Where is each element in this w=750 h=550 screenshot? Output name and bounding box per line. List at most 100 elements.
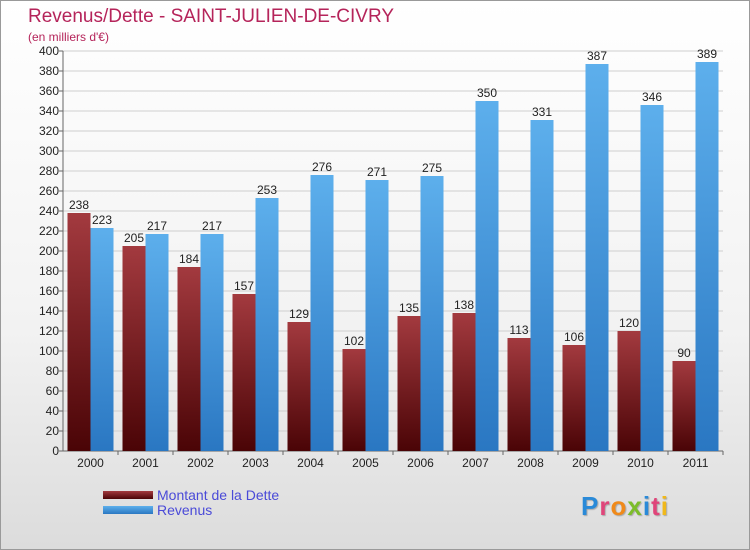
- y-tick-label: 380: [39, 64, 59, 78]
- bar-revenue: [310, 175, 334, 451]
- bar-revenue: [255, 198, 279, 451]
- y-tick-label: 80: [46, 364, 60, 378]
- data-label-revenue: 350: [477, 86, 497, 100]
- data-label-revenue: 253: [257, 183, 277, 197]
- data-label-revenue: 223: [92, 213, 112, 227]
- logo-letter: P: [581, 491, 600, 521]
- data-label-revenue: 346: [642, 90, 662, 104]
- data-label-revenue: 331: [532, 105, 552, 119]
- bar-debt: [452, 313, 476, 451]
- y-tick-label: 60: [46, 384, 60, 398]
- x-tick-label: 2004: [297, 456, 324, 470]
- y-tick-label: 180: [39, 264, 59, 278]
- data-label-debt: 184: [179, 252, 199, 266]
- x-tick-label: 2005: [352, 456, 379, 470]
- bar-revenue: [365, 180, 389, 451]
- legend-label-debt: Montant de la Dette: [157, 486, 280, 503]
- chart-subtitle: (en milliers d'€): [28, 30, 109, 44]
- y-tick-label: 120: [39, 324, 59, 338]
- data-label-revenue: 217: [202, 219, 222, 233]
- bar-revenue: [145, 234, 169, 451]
- bar-revenue: [695, 62, 719, 451]
- x-tick-label: 2006: [407, 456, 434, 470]
- data-label-revenue: 217: [147, 219, 167, 233]
- logo-letter: x: [627, 491, 643, 521]
- x-tick-label: 2011: [683, 456, 709, 470]
- y-tick-label: 340: [39, 104, 59, 118]
- y-tick-label: 240: [39, 204, 59, 218]
- data-label-debt: 102: [344, 334, 364, 348]
- y-tick-label: 300: [39, 144, 59, 158]
- logo-letter: i: [642, 491, 652, 521]
- y-tick-label: 260: [39, 184, 59, 198]
- data-label-revenue: 389: [697, 47, 717, 61]
- bar-debt: [397, 316, 421, 451]
- data-label-debt: 90: [677, 346, 691, 360]
- bar-debt: [617, 331, 641, 451]
- x-tick-label: 2001: [132, 456, 159, 470]
- legend-swatch-debt: [103, 490, 153, 499]
- data-label-debt: 113: [509, 323, 528, 337]
- bar-revenue: [475, 101, 499, 451]
- y-tick-label: 40: [46, 404, 60, 418]
- data-label-debt: 129: [289, 307, 309, 321]
- data-label-revenue: 275: [422, 161, 442, 175]
- bar-revenue: [530, 120, 554, 451]
- bar-revenue: [585, 64, 609, 451]
- data-label-debt: 138: [454, 298, 474, 312]
- legend-swatch-revenue: [103, 505, 153, 514]
- data-label-debt: 120: [619, 316, 639, 330]
- legend-label-revenue: Revenus: [157, 501, 213, 518]
- bar-debt: [67, 213, 91, 451]
- x-tick-label: 2003: [242, 456, 269, 470]
- bar-revenue: [420, 176, 444, 451]
- y-tick-label: 220: [39, 224, 59, 238]
- logo-letter: r: [599, 491, 611, 521]
- legend-item-revenue: Revenus: [103, 501, 279, 518]
- bar-debt: [177, 267, 201, 451]
- y-tick-label: 160: [39, 284, 59, 298]
- data-label-debt: 238: [69, 198, 89, 212]
- data-label-revenue: 271: [367, 165, 387, 179]
- data-label-debt: 106: [564, 330, 584, 344]
- y-tick-label: 360: [39, 84, 59, 98]
- bar-debt: [672, 361, 696, 451]
- bar-revenue: [640, 105, 664, 451]
- bar-debt: [342, 349, 366, 451]
- bar-debt: [287, 322, 311, 451]
- logo-letter: o: [610, 491, 628, 521]
- data-label-debt: 157: [234, 279, 254, 293]
- y-tick-label: 20: [46, 424, 60, 438]
- data-label-debt: 205: [124, 231, 144, 245]
- y-tick-label: 320: [39, 124, 59, 138]
- y-tick-label: 280: [39, 164, 59, 178]
- bar-debt: [507, 338, 531, 451]
- bar-debt: [232, 294, 256, 451]
- data-label-revenue: 387: [587, 49, 607, 63]
- x-tick-label: 2008: [517, 456, 544, 470]
- x-tick-label: 2002: [187, 456, 214, 470]
- logo-letter: i: [660, 491, 669, 521]
- chart-title: Revenus/Dette - SAINT-JULIEN-DE-CIVRY: [28, 6, 395, 27]
- legend-item-debt: Montant de la Dette: [103, 486, 280, 503]
- x-tick-label: 2010: [627, 456, 654, 470]
- y-tick-label: 100: [39, 344, 59, 358]
- x-tick-label: 2000: [77, 456, 104, 470]
- y-tick-label: 140: [39, 304, 59, 318]
- logo-letter: t: [651, 491, 661, 521]
- bar-debt: [562, 345, 586, 451]
- bar-revenue: [200, 234, 224, 451]
- chart-legend: Montant de la Dette Revenus: [103, 486, 280, 518]
- bar-debt: [122, 246, 146, 451]
- y-tick-label: 400: [39, 44, 59, 58]
- x-tick-label: 2007: [462, 456, 489, 470]
- data-label-revenue: 276: [312, 160, 332, 174]
- y-tick-label: 200: [39, 244, 59, 258]
- proxiti-logo: Proxiti: [581, 491, 669, 522]
- bar-revenue: [90, 228, 114, 451]
- x-tick-label: 2009: [572, 456, 599, 470]
- y-tick-label: 0: [52, 444, 59, 458]
- data-label-debt: 135: [399, 301, 419, 315]
